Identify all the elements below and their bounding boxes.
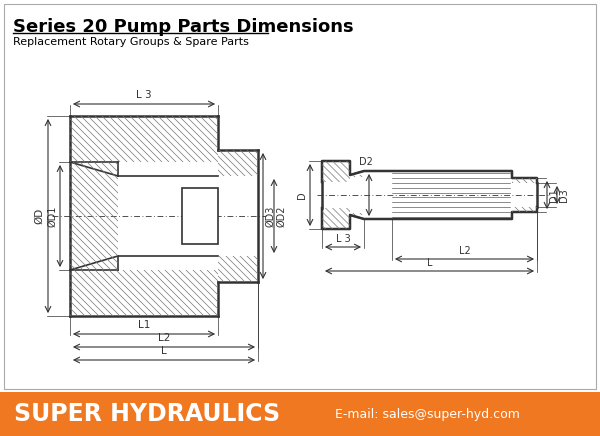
Text: L 3: L 3 xyxy=(136,90,152,100)
Bar xyxy=(0,392,600,436)
Bar xyxy=(322,161,350,182)
Bar xyxy=(70,270,218,316)
Text: Replacement Rotary Groups & Spare Parts: Replacement Rotary Groups & Spare Parts xyxy=(13,37,249,47)
Text: ØD2: ØD2 xyxy=(276,205,286,227)
Text: L2: L2 xyxy=(458,246,470,256)
Text: D1: D1 xyxy=(549,188,559,202)
Text: L 3: L 3 xyxy=(335,234,350,244)
Text: L: L xyxy=(161,346,167,356)
Bar xyxy=(350,213,364,215)
Bar xyxy=(218,256,258,282)
Text: E-mail: sales@super-hyd.com: E-mail: sales@super-hyd.com xyxy=(335,408,520,420)
Text: Series 20 Pump Parts Dimensions: Series 20 Pump Parts Dimensions xyxy=(13,18,353,36)
Text: D3: D3 xyxy=(559,188,569,202)
Bar xyxy=(70,162,118,270)
Text: ØD3: ØD3 xyxy=(265,205,275,227)
Bar xyxy=(70,116,218,162)
Text: L1: L1 xyxy=(138,320,150,330)
Bar xyxy=(182,188,218,244)
Bar xyxy=(322,208,350,229)
Bar xyxy=(512,207,537,212)
Text: SUPER HYDRAULICS: SUPER HYDRAULICS xyxy=(14,402,280,426)
Text: L: L xyxy=(427,258,432,268)
Bar xyxy=(182,188,218,244)
Text: ØD: ØD xyxy=(34,208,44,224)
Bar xyxy=(4,4,596,389)
Text: ØD1: ØD1 xyxy=(47,205,57,227)
Text: D2: D2 xyxy=(359,157,373,167)
Bar xyxy=(350,175,364,177)
Bar xyxy=(218,150,258,176)
Text: D: D xyxy=(297,191,307,199)
Bar xyxy=(512,178,537,183)
Text: L2: L2 xyxy=(158,333,170,343)
